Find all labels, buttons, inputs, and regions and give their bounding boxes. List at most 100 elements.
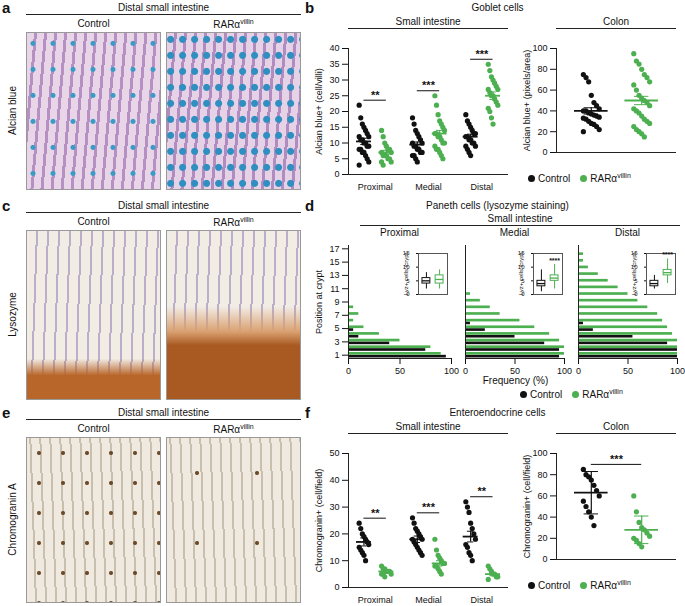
html-text:Distal: Distal: [615, 227, 640, 238]
svg-text:Chromogranin+ (cell/field): Chromogranin+ (cell/field): [314, 469, 324, 572]
html-text:Chromogranin A: Chromogranin A: [6, 483, 18, 556]
html-text:d: d: [305, 197, 315, 214]
html-text:Control: Control: [77, 423, 110, 434]
svg-text:40: 40: [329, 475, 339, 485]
svg-text:***: ***: [475, 48, 489, 60]
svg-text:**: **: [371, 507, 380, 519]
svg-text:100: 100: [444, 366, 459, 376]
svg-text:20: 20: [537, 127, 547, 137]
svg-text:50: 50: [623, 366, 633, 376]
svg-text:Proximal: Proximal: [358, 595, 393, 605]
html-text:Distal small intestine: Distal small intestine: [117, 407, 210, 418]
svg-text:50: 50: [510, 366, 520, 376]
html-text:Control: Control: [77, 216, 110, 227]
html-text:RARαvillin: RARαvillin: [213, 18, 254, 31]
html-text:Control: Control: [77, 18, 110, 29]
svg-text:100: 100: [532, 43, 547, 53]
svg-text:***: ***: [610, 453, 624, 465]
svg-text:Medial: Medial: [415, 182, 442, 192]
svg-text:7: 7: [334, 310, 339, 320]
svg-text:25: 25: [329, 91, 339, 101]
svg-text:17: 17: [329, 244, 339, 254]
svg-text:3: 3: [334, 337, 339, 347]
svg-text:Position at crypt: Position at crypt: [314, 269, 324, 334]
html-text:Enteroendocrine cells: Enteroendocrine cells: [449, 407, 546, 418]
svg-text:0: 0: [576, 366, 581, 376]
svg-text:**: **: [371, 89, 380, 101]
svg-text:0: 0: [334, 582, 339, 592]
svg-text:0: 0: [542, 554, 547, 564]
svg-text:60: 60: [537, 85, 547, 95]
html-text:RARαvillin: RARαvillin: [213, 423, 254, 436]
svg-text:15: 15: [329, 257, 339, 267]
svg-text:1: 1: [334, 350, 339, 360]
svg-text:Distal: Distal: [471, 595, 494, 605]
html-text:Distal small intestine: Distal small intestine: [117, 200, 210, 211]
svg-text:40: 40: [537, 106, 547, 116]
svg-text:5: 5: [334, 154, 339, 164]
svg-text:0: 0: [542, 147, 547, 157]
svg-text:****: ****: [662, 251, 673, 258]
svg-text:30: 30: [329, 75, 339, 85]
html-text:Small intestine: Small intestine: [395, 16, 461, 27]
svg-text:Alcian blue+ (pixels/area): Alcian blue+ (pixels/area): [522, 50, 532, 151]
svg-text:0: 0: [334, 169, 339, 179]
svg-text:Distal: Distal: [471, 182, 494, 192]
html-text:b: b: [305, 0, 315, 16]
svg-text:11: 11: [330, 284, 339, 294]
svg-text:35: 35: [329, 59, 339, 69]
svg-text:60: 60: [537, 491, 547, 501]
svg-text:10: 10: [329, 138, 339, 148]
html-text:Proximal: Proximal: [380, 227, 419, 238]
svg-text:0: 0: [346, 366, 351, 376]
svg-text:Medial: Medial: [415, 595, 442, 605]
html-text:Small intestine: Small intestine: [395, 421, 461, 432]
svg-text:***: ***: [422, 501, 436, 513]
html-text:RARαvillin: RARαvillin: [590, 579, 631, 592]
svg-text:15: 15: [329, 122, 339, 132]
html-text:Control: Control: [538, 580, 571, 592]
svg-text:50: 50: [395, 366, 405, 376]
svg-text:30: 30: [329, 502, 339, 512]
svg-text:100: 100: [532, 448, 547, 458]
svg-text:Lyz+ cells /crypt: Lyz+ cells /crypt: [630, 252, 636, 295]
svg-text:**: **: [478, 485, 487, 497]
html-text:RARαvillin: RARαvillin: [213, 216, 254, 229]
html-text:Control: Control: [538, 173, 571, 185]
svg-text:100: 100: [557, 366, 572, 376]
html-text:Control: Control: [530, 389, 563, 401]
html-text:Goblet cells: Goblet cells: [471, 2, 524, 13]
svg-text:100: 100: [670, 366, 685, 376]
svg-text:80: 80: [537, 64, 547, 74]
html-text:Colon: Colon: [602, 16, 630, 27]
svg-text:20: 20: [329, 106, 339, 116]
html-text:Alcian blue: Alcian blue: [6, 86, 18, 135]
svg-text:Alcian blue+ (cell/villi): Alcian blue+ (cell/villi): [314, 68, 324, 154]
svg-text:0: 0: [463, 366, 468, 376]
html-text:Lysozyme: Lysozyme: [6, 292, 18, 337]
html-text:Paneth cells (lysozyme stainin: Paneth cells (lysozyme staining): [426, 200, 569, 211]
html-text:Medial: Medial: [499, 227, 530, 238]
svg-text:40: 40: [537, 512, 547, 522]
svg-text:13: 13: [329, 270, 339, 280]
svg-text:50: 50: [329, 448, 339, 458]
svg-text:***: ***: [422, 79, 436, 91]
html-text:Distal small intestine: Distal small intestine: [117, 2, 210, 13]
svg-text:Chromogranin+ (cell/field): Chromogranin+ (cell/field): [522, 455, 532, 558]
svg-text:9: 9: [334, 297, 339, 307]
svg-text:****: ****: [549, 257, 560, 264]
svg-text:80: 80: [537, 470, 547, 480]
html-text:Small intestine: Small intestine: [487, 213, 553, 224]
html-text:Colon: Colon: [602, 421, 630, 432]
svg-text:Proximal: Proximal: [358, 182, 393, 192]
svg-text:10: 10: [329, 556, 339, 566]
svg-text:20: 20: [537, 533, 547, 543]
svg-text:5: 5: [334, 323, 339, 333]
svg-text:Lyz+ cells /crypt: Lyz+ cells /crypt: [517, 252, 523, 295]
svg-text:20: 20: [329, 529, 339, 539]
html-text:RARαvillin: RARαvillin: [590, 172, 631, 185]
svg-text:Lyz+ cells /crypt: Lyz+ cells /crypt: [402, 252, 408, 295]
svg-text:40: 40: [329, 43, 339, 53]
html-text:Frequency (%): Frequency (%): [482, 375, 549, 386]
html-text:RARαvillin: RARαvillin: [582, 388, 623, 401]
